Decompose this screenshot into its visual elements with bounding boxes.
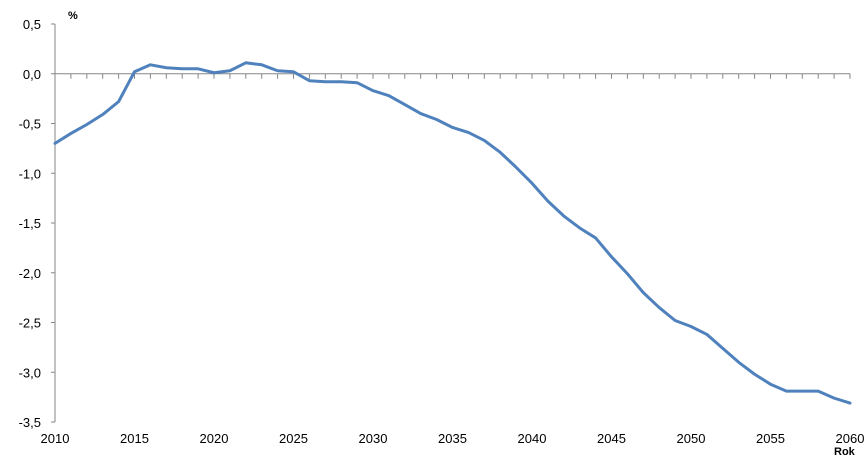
- y-tick-label: -3,5: [19, 415, 41, 430]
- y-axis-title: %: [68, 10, 78, 22]
- y-tick-label: 0,0: [23, 67, 41, 82]
- series-layer: [53, 61, 852, 405]
- series-line: [53, 61, 852, 405]
- axes: [54, 24, 850, 422]
- y-tick-label: -1,5: [19, 216, 41, 231]
- x-tick-label: 2040: [518, 431, 547, 446]
- x-tick-label: 2050: [677, 431, 706, 446]
- y-tick-label: -2,0: [19, 266, 41, 281]
- x-tick-label: 2030: [359, 431, 388, 446]
- y-tick-label: -0,5: [19, 117, 41, 132]
- x-tick-label: 2045: [597, 431, 626, 446]
- y-tick-label: 0,5: [23, 17, 41, 32]
- y-tick-label: -2,5: [19, 316, 41, 331]
- x-tick-label: 2055: [756, 431, 785, 446]
- x-tick-label: 2025: [279, 431, 308, 446]
- x-tick-label: 2060: [836, 431, 865, 446]
- y-tick-label: -1,0: [19, 166, 41, 181]
- x-tick-label: 2010: [41, 431, 70, 446]
- x-tick-label: 2015: [120, 431, 149, 446]
- x-axis-title: Rok: [834, 446, 856, 457]
- tick-marks: [51, 23, 851, 423]
- y-tick-label: -3,0: [19, 365, 41, 380]
- x-tick-label: 2020: [200, 431, 229, 446]
- x-tick-label: 2035: [438, 431, 467, 446]
